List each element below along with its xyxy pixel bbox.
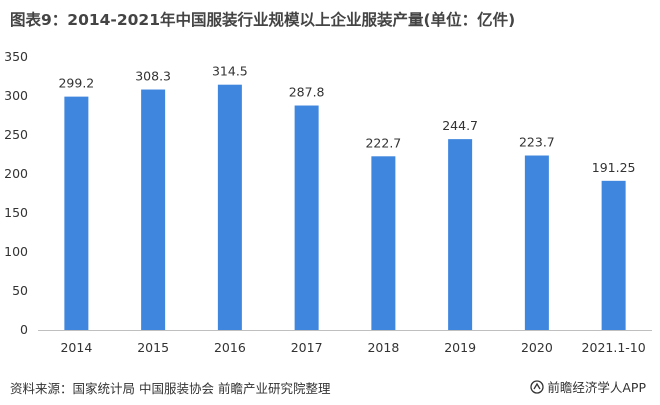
y-tick-label: 350 [4,49,28,64]
bar [448,139,473,330]
y-tick-label: 150 [4,205,28,220]
x-tick-label: 2021.1-10 [582,340,646,355]
data-label: 244.7 [442,118,478,133]
y-tick-label: 300 [4,88,28,103]
data-label: 191.25 [592,160,636,175]
bar [371,156,396,330]
bar [601,180,626,330]
x-tick-label: 2018 [367,340,399,355]
data-label: 287.8 [289,85,325,100]
y-tick-label: 200 [4,166,28,181]
x-tick-label: 2015 [137,340,169,355]
brand-name: 前瞻经济学人APP [547,380,646,395]
data-label: 314.5 [212,64,248,79]
bar [64,96,89,331]
source-note: 资料来源：国家统计局 中国服装协会 前瞻产业研究院整理 [10,381,331,396]
x-tick-label: 2019 [444,340,476,355]
y-tick-label: 100 [4,244,28,259]
data-label: 222.7 [365,135,401,150]
brand-credit: 前瞻经济学人APP [530,377,646,396]
x-tick-label: 2014 [60,340,92,355]
data-label: 299.2 [58,76,94,91]
chart-title: 图表9：2014-2021年中国服装行业规模以上企业服装产量(单位：亿件) [10,11,516,29]
brand-logo-icon [530,379,545,394]
y-tick-label: 50 [12,283,28,298]
x-tick-label: 2016 [214,340,246,355]
bar [217,84,242,330]
y-tick-label: 0 [20,322,28,337]
bar [294,105,319,331]
bar [141,89,166,330]
data-label: 223.7 [519,135,555,150]
x-tick-label: 2017 [291,340,323,355]
data-label: 308.3 [135,69,171,84]
bar [524,155,549,330]
x-tick-label: 2020 [521,340,553,355]
y-tick-label: 250 [4,127,28,142]
